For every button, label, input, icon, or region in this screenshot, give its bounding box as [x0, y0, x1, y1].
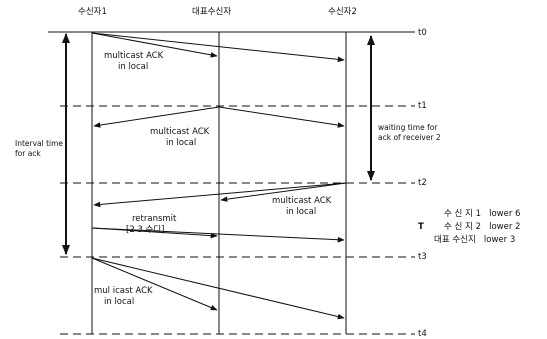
msg-t2-n3-to-n2: [220, 182, 347, 202]
msg-t1-n2-to-n3: [218, 106, 345, 128]
msg-t0-n1-to-n3: [91, 32, 345, 63]
time-label-t4: t4: [418, 329, 427, 339]
msg-t1-n2-to-n1: [93, 106, 220, 128]
node-1-label: 수신자1: [78, 7, 107, 17]
ack-label-1-line-1: multicast ACK: [104, 51, 164, 61]
ack-label-1-line-2: in local: [118, 62, 149, 72]
table-marker: T: [418, 222, 424, 232]
ack-label-3-line-1: multicast ACK: [272, 196, 332, 206]
table-row: 수 신 지 1 lower 6: [444, 209, 521, 219]
time-label-t3: t3: [418, 252, 427, 262]
time-label-t2: t2: [418, 178, 427, 188]
time-label-t0: t0: [418, 28, 427, 38]
msg-t3-n1-to-n2: [91, 257, 218, 311]
table-row: 수 신 지 2 lower 2: [444, 222, 521, 232]
interval-label-line-2: for ack: [15, 149, 41, 158]
node-2-label: 대표수신자: [192, 7, 232, 17]
waiting-label-line-1: waiting time for: [378, 123, 438, 132]
msg-retransmit-to-n3: [91, 227, 345, 243]
waiting-label-line-2: ack of receiver 2: [378, 133, 441, 142]
ack-label-4-line-1: mul icast ACK: [94, 286, 153, 296]
interval-label-line-1: Interval time: [15, 139, 64, 148]
retransmit-label-line-1: retransmit: [132, 214, 177, 224]
msg-t2-n3-to-n1: [93, 182, 347, 208]
retransmit-label-line-2: [2 3 수디]: [126, 225, 165, 235]
time-label-t1: t1: [418, 101, 427, 111]
table-row: 대표 수신지 lower 3: [434, 235, 516, 245]
msg-t0-n1-to-n2: [91, 32, 218, 58]
ack-label-4-line-2: in local: [104, 297, 135, 307]
msg-t3-n1-to-n3: [91, 257, 345, 320]
ack-label-2-line-1: multicast ACK: [150, 127, 210, 137]
ack-label-2-line-2: in local: [166, 138, 197, 148]
ack-label-3-line-2: in local: [286, 207, 317, 217]
node-3-label: 수신자2: [328, 7, 357, 17]
